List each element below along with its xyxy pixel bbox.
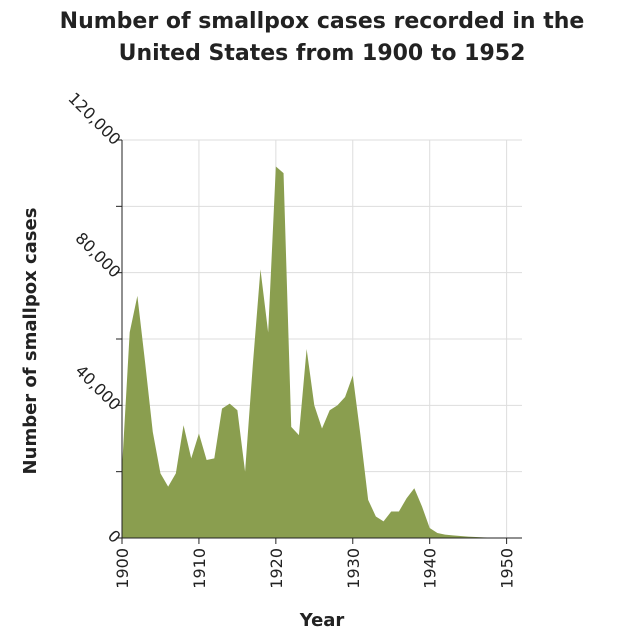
smallpox-cases-area — [122, 166, 522, 538]
x-axis-ticks: 1900 1910 1920 1930 1940 1950 — [113, 538, 517, 589]
x-tick-label-1930: 1930 — [344, 548, 363, 589]
x-tick-label-1920: 1920 — [267, 548, 286, 589]
y-axis-label: Number of smallpox cases — [20, 208, 41, 475]
y-tick-label-120000: 120,000 — [64, 89, 124, 149]
chart-title-line-1: Number of smallpox cases recorded in the — [59, 9, 585, 34]
y-tick-label-40000: 40,000 — [72, 361, 125, 414]
x-tick-label-1910: 1910 — [190, 548, 209, 589]
x-axis-label: Year — [299, 610, 345, 631]
chart-title-line-2: United States from 1900 to 1952 — [118, 41, 526, 66]
x-tick-label-1940: 1940 — [421, 548, 440, 589]
x-tick-label-1950: 1950 — [498, 548, 517, 589]
x-tick-label-1900: 1900 — [113, 548, 132, 589]
y-tick-label-80000: 80,000 — [72, 228, 125, 281]
chart-title: Number of smallpox cases recorded in the… — [0, 6, 644, 70]
